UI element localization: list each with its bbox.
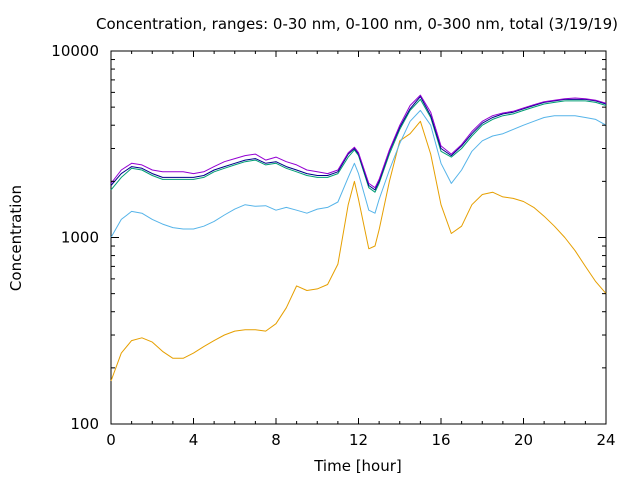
x-tick-label: 8 <box>271 431 281 449</box>
x-tick-label: 16 <box>431 431 450 449</box>
x-axis-label: Time [hour] <box>313 457 402 475</box>
x-tick-label: 20 <box>514 431 533 449</box>
x-tick-label: 0 <box>106 431 116 449</box>
y-tick-label: 1000 <box>61 229 99 247</box>
series-line-2 <box>110 109 607 238</box>
plot-border <box>110 50 607 425</box>
series-line-3 <box>110 98 607 193</box>
x-tick-label: 12 <box>349 431 368 449</box>
plot-area <box>110 50 607 425</box>
axis-ticks: 0 4 8 12 16 20 24 100 1000 10000 <box>51 42 615 449</box>
x-tick-label: 24 <box>596 431 615 449</box>
chart-title: Concentration, ranges: 0-30 nm, 0-100 nm… <box>96 15 618 33</box>
series-line-1 <box>110 120 607 382</box>
y-axis-label: Concentration <box>7 185 25 291</box>
series-layer <box>110 94 607 382</box>
x-tick-label: 4 <box>189 431 199 449</box>
y-tick-label: 10000 <box>51 42 99 60</box>
y-tick-label: 100 <box>70 415 99 433</box>
series-line-4 <box>110 96 607 191</box>
series-line-5 <box>110 94 607 189</box>
